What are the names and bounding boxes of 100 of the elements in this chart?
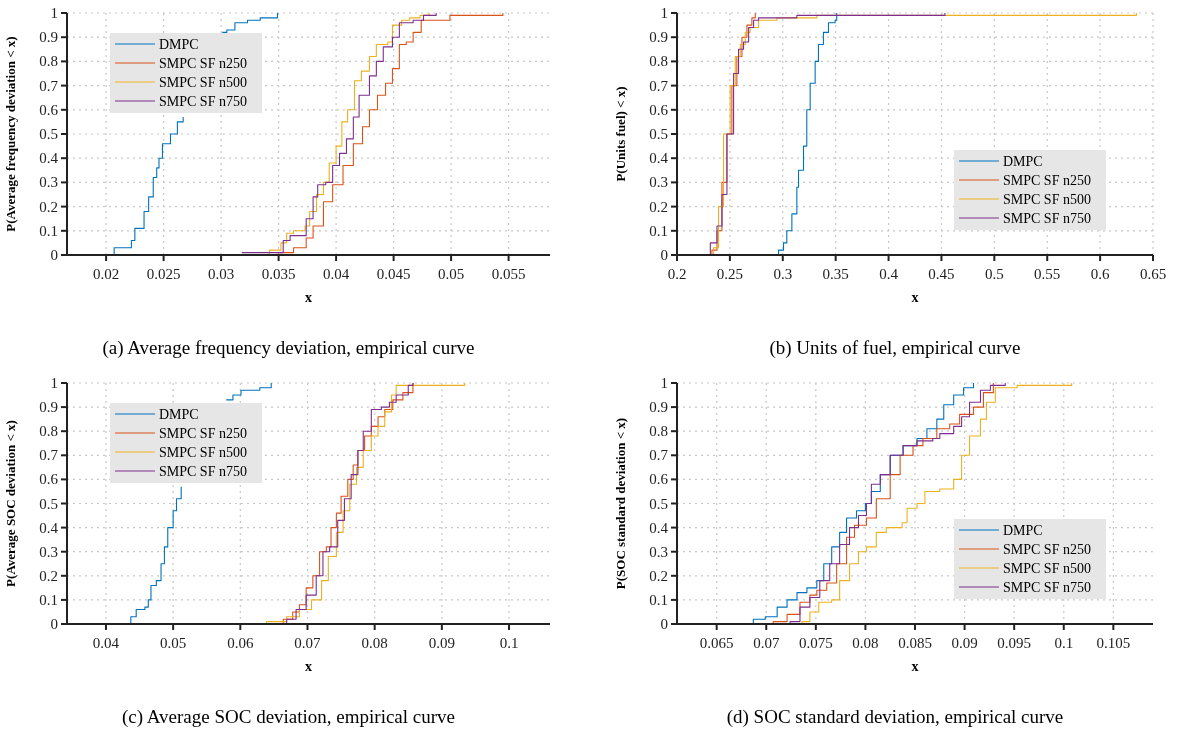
x-axis-title: x <box>911 290 919 305</box>
y-tick-label: 0.5 <box>39 495 58 512</box>
y-tick-label: 0.2 <box>39 567 58 584</box>
x-tick-label: 0.04 <box>322 266 350 282</box>
x-tick-label: 0.045 <box>376 266 411 282</box>
y-axis-title: P(Average SOC deviation < x) <box>3 420 18 587</box>
y-tick-label: 0.9 <box>649 29 668 46</box>
legend-label: SMPC SF n500 <box>1003 561 1091 576</box>
y-tick-label: 1 <box>660 375 668 391</box>
y-tick-label: 0.7 <box>39 77 59 94</box>
x-tick-label: 0.055 <box>491 266 526 282</box>
y-tick-label: 0.8 <box>649 53 668 70</box>
text: (c) Average SOC deviation, empirical curve <box>121 706 456 728</box>
x-tick-label: 0.05 <box>160 635 187 651</box>
legend-label: SMPC SF n750 <box>1003 580 1091 595</box>
x-tick-label: 0.35 <box>822 266 849 282</box>
y-tick-label: 0.4 <box>649 519 669 536</box>
text: (a) Average frequency deviation, empirical curve <box>102 337 475 359</box>
legend-label: SMPC SF n750 <box>159 464 247 479</box>
y-tick-label: 0.5 <box>649 495 668 512</box>
x-tick-label: 0.55 <box>1034 266 1061 282</box>
legend-label: SMPC SF n750 <box>159 94 247 109</box>
y-tick-label: 0.2 <box>649 567 668 584</box>
y-tick-label: 0.8 <box>649 423 668 440</box>
y-tick-label: 1 <box>50 375 58 391</box>
y-tick-label: 0.6 <box>39 471 59 488</box>
y-tick-label: 0.1 <box>39 222 58 239</box>
legend-label: DMPC <box>159 407 199 422</box>
y-tick-label: 0.2 <box>649 198 668 215</box>
y-tick-label: 0.9 <box>649 399 668 416</box>
x-tick-label: 0.065 <box>699 635 734 651</box>
x-tick-label: 0.075 <box>798 635 833 651</box>
y-tick-label: 0.4 <box>39 150 59 167</box>
y-tick-label: 0.6 <box>39 101 59 118</box>
y-tick-label: 0.3 <box>39 174 58 191</box>
legend-label: SMPC SF n500 <box>1003 192 1091 207</box>
x-tick-label: 0.3 <box>773 266 793 282</box>
y-tick-label: 0.1 <box>39 591 58 608</box>
x-tick-label: 0.035 <box>261 266 296 282</box>
legend-label: SMPC SF n500 <box>159 75 247 90</box>
x-tick-label: 0.085 <box>898 635 932 651</box>
x-tick-label: 0.45 <box>928 266 955 282</box>
x-tick-label: 0.09 <box>951 635 978 651</box>
y-tick-label: 0.4 <box>39 519 59 536</box>
y-axis-title: P(Average frequency deviation < x) <box>3 36 18 232</box>
x-tick-label: 0.09 <box>428 635 455 651</box>
y-tick-label: 0.9 <box>39 29 58 46</box>
x-tick-label: 0.07 <box>294 635 322 651</box>
x-axis-title: x <box>305 290 312 305</box>
x-tick-label: 0.025 <box>146 266 181 282</box>
x-tick-label: 0.4 <box>879 266 899 282</box>
x-tick-label: 0.08 <box>852 635 879 651</box>
x-tick-label: 0.07 <box>753 635 780 651</box>
y-tick-label: 0 <box>50 247 58 263</box>
x-axis-title: x <box>305 659 312 674</box>
x-axis-title: x <box>911 659 919 674</box>
x-tick-label: 0.03 <box>207 266 235 282</box>
x-tick-label: 0.5 <box>984 266 1004 282</box>
y-tick-label: 0.5 <box>649 126 668 142</box>
x-tick-label: 0.1 <box>499 635 519 651</box>
y-axis-title: P(Units fuel) < x) <box>613 86 628 182</box>
y-tick-label: 0.5 <box>39 126 58 142</box>
legend-label: SMPC SF n250 <box>159 426 247 441</box>
text: (b) Units of fuel, empirical curve <box>769 337 1021 359</box>
legend-label: SMPC SF n750 <box>1003 211 1091 226</box>
x-tick-label: 0.02 <box>92 266 120 282</box>
y-tick-label: 0.7 <box>649 77 669 94</box>
legend-label: DMPC <box>1003 154 1043 169</box>
y-tick-label: 0 <box>50 616 58 632</box>
x-tick-label: 0.65 <box>1139 266 1167 282</box>
y-tick-label: 0.1 <box>649 222 668 239</box>
y-tick-label: 0.2 <box>39 198 58 215</box>
x-tick-label: 0.05 <box>437 266 465 282</box>
y-tick-label: 0 <box>660 616 668 632</box>
legend-label: SMPC SF n250 <box>159 56 247 71</box>
x-tick-label: 0.1 <box>1054 635 1074 651</box>
y-tick-label: 0.3 <box>649 174 668 191</box>
legend-label: SMPC SF n500 <box>159 445 247 460</box>
y-tick-label: 0.6 <box>649 471 669 488</box>
y-tick-label: 0.8 <box>39 423 58 440</box>
x-tick-label: 0.25 <box>716 266 744 282</box>
y-tick-label: 0.7 <box>39 447 59 464</box>
y-tick-label: 0.1 <box>649 591 668 608</box>
legend-label: DMPC <box>159 37 199 52</box>
y-tick-label: 0.3 <box>649 543 668 560</box>
x-tick-label: 0.6 <box>1090 266 1110 282</box>
x-tick-label: 0.06 <box>227 635 254 651</box>
legend-label: DMPC <box>1003 523 1043 538</box>
y-tick-label: 0.4 <box>649 150 669 167</box>
y-tick-label: 1 <box>660 5 668 21</box>
y-axis-title: P(SOC standard deviation < x) <box>613 417 628 590</box>
y-tick-label: 0.6 <box>649 101 669 118</box>
y-tick-label: 0.9 <box>39 399 58 416</box>
x-tick-label: 0.08 <box>361 635 388 651</box>
y-tick-label: 0.8 <box>39 53 58 70</box>
x-tick-label: 0.105 <box>1096 635 1131 651</box>
x-tick-label: 0.04 <box>92 635 120 651</box>
y-tick-label: 0 <box>660 247 668 263</box>
x-tick-label: 0.095 <box>997 635 1032 651</box>
legend-label: SMPC SF n250 <box>1003 173 1091 188</box>
